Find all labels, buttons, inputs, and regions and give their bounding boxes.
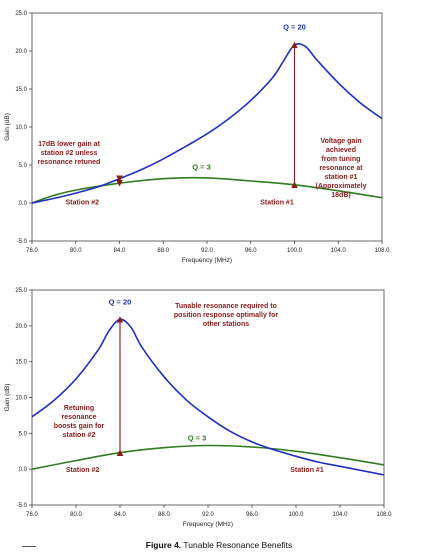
top-q20-label: Q = 20	[283, 23, 306, 32]
bottom-y-axis-title: Gain (dB)	[4, 384, 11, 412]
top-y-tick-label: 25.0	[15, 11, 27, 17]
bottom-x-tick-label: 84.0	[114, 512, 126, 518]
bottom-annotation-top-line: position response optimally for	[174, 312, 279, 319]
top-x-tick-label: 84.0	[114, 248, 126, 254]
top-annotation-right-line: achieved	[326, 147, 356, 154]
bottom-station2-label: Station #2	[66, 467, 100, 474]
top-annotation-right-line: Voltage gain	[320, 138, 361, 145]
top-annotation-right-line: (Approximately	[316, 183, 367, 190]
caption-title: Tunable Resonance Benefits	[183, 540, 293, 550]
chart-top-svg: -5.0 0.0 5.0 10.0 15.0 20.0 25.0 76.0 80.0 84.0 88…	[4, 11, 390, 264]
bottom-y-tick-label: 10.0	[15, 396, 27, 402]
bottom-annotation-top-line: other stations	[203, 321, 249, 328]
bottom-annotation-left-line: Retuning	[64, 405, 94, 412]
top-x-tick-label: 96.0	[245, 248, 257, 254]
top-annotation-right-line: station #1	[325, 174, 358, 181]
top-annotation-left-line: station #2 unless	[41, 150, 98, 157]
bottom-y-tick-label: 15.0	[15, 360, 27, 366]
top-x-tick-label: 80.0	[70, 248, 82, 254]
top-q3-label: Q = 3	[192, 163, 211, 172]
top-x-tick-label: 104.0	[331, 248, 347, 254]
top-y-tick-label: 0.0	[19, 201, 28, 207]
bottom-x-axis-title: Frequency (MHz)	[183, 521, 233, 528]
bottom-y-tick-label: -5.0	[17, 503, 28, 509]
bottom-annotation-left-line: station #2	[63, 432, 96, 439]
corner-mark	[22, 546, 36, 547]
bottom-y-tick-label: 5.0	[19, 431, 28, 437]
top-y-tick-label: 15.0	[15, 87, 27, 93]
top-station1-label: Station #1	[260, 200, 294, 207]
top-x-tick-label: 88.0	[157, 248, 169, 254]
chart-bottom: -5.0 0.0 5.0 10.0 15.0 20.0 25.0 76.0 80.0 84.0 88…	[0, 278, 438, 540]
top-station2-label: Station #2	[66, 200, 100, 207]
top-annotation-right-line: 18dB)	[331, 192, 350, 199]
top-y-tick-label: -5.0	[17, 239, 28, 245]
bottom-x-tick-label: 88.0	[158, 512, 170, 518]
bottom-series-q3-line	[31, 444, 385, 470]
bottom-annotation-left-line: boosts gain for	[54, 423, 105, 430]
bottom-y-tick-label: 20.0	[15, 324, 27, 330]
caption-figure-number: Figure 4.	[145, 540, 182, 550]
bottom-series-q20-line	[31, 318, 385, 476]
top-y-tick-label: 10.0	[15, 125, 27, 131]
top-y-tick-label: 20.0	[15, 49, 27, 55]
top-x-tick-label: 76.0	[26, 248, 38, 254]
top-y-tick-label: 5.0	[19, 163, 28, 169]
bottom-q20-label: Q = 20	[109, 297, 132, 306]
chart-bottom-svg: -5.0 0.0 5.0 10.0 15.0 20.0 25.0 76.0 80.0 84.0 88…	[4, 288, 392, 528]
top-x-tick-label: 100.0	[287, 248, 303, 254]
bottom-annotation-top-line: Tunable resonance required to	[175, 303, 277, 310]
bottom-x-tick-label: 96.0	[246, 512, 258, 518]
top-series-q20-line	[31, 42, 383, 204]
bottom-x-tick-label: 80.0	[70, 512, 82, 518]
bottom-x-tick-label: 92.0	[202, 512, 214, 518]
top-plot-frame	[31, 12, 383, 242]
top-annotation-left-line: resonance retuned	[38, 159, 101, 166]
top-y-axis-title: Gain (dB)	[4, 113, 11, 141]
bottom-y-tick-label: 0.0	[19, 467, 28, 473]
top-series-q3-line	[31, 176, 383, 204]
bottom-q3-label: Q = 3	[188, 434, 207, 443]
figure-caption: Figure 4. Tunable Resonance Benefits	[0, 540, 438, 550]
bottom-y-tick-label: 25.0	[15, 288, 27, 294]
bottom-x-tick-label: 104.0	[332, 512, 348, 518]
top-annotation-right-line: resonance at	[319, 165, 363, 172]
bottom-x-tick-label: 100.0	[288, 512, 304, 518]
top-annotation-right-line: from tuning	[322, 156, 361, 163]
top-x-tick-label: 92.0	[201, 248, 213, 254]
top-x-axis-title: Frequency (MHz)	[182, 257, 232, 264]
bottom-station1-label: Station #1	[290, 467, 324, 474]
bottom-x-tick-label: 108.0	[376, 512, 392, 518]
bottom-x-tick-label: 76.0	[26, 512, 38, 518]
top-annotation-left-line: 17dB lower gain at	[38, 141, 101, 148]
bottom-annotation-left-line: resonance	[61, 414, 96, 421]
top-x-tick-label: 108.0	[374, 248, 390, 254]
chart-top: -5.0 0.0 5.0 10.0 15.0 20.0 25.0 76.0 80.0 84.0 88…	[0, 0, 438, 270]
